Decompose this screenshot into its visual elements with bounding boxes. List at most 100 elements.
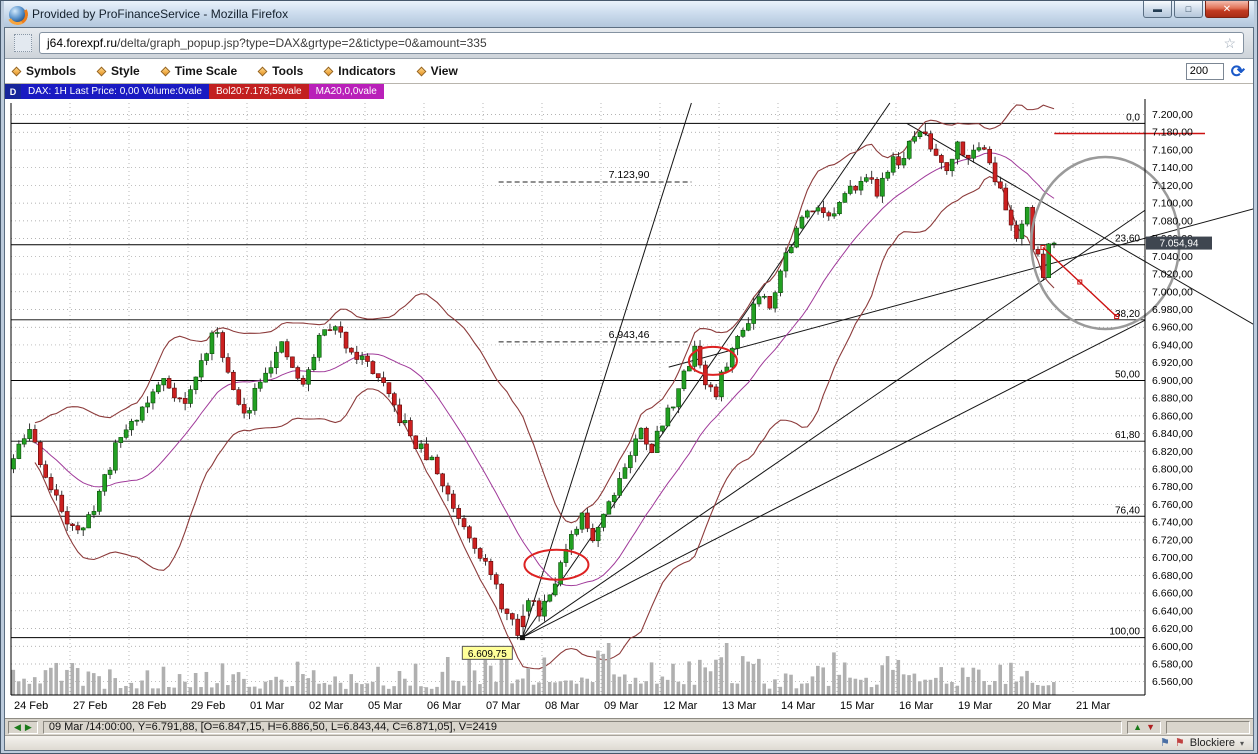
y-axis-label: 6.660,00	[1152, 588, 1193, 600]
x-axis-label: 07 Mar	[486, 700, 521, 712]
browser-statusbar: ⚑ ⚑ Blockiere ▾	[5, 735, 1253, 750]
fib-label: 61,80	[1115, 430, 1140, 441]
tick-up-icon: ▲	[1133, 721, 1143, 732]
menu-item-label: Style	[111, 64, 140, 78]
bookmark-star-icon[interactable]: ☆	[1223, 35, 1236, 51]
cursor-info: 09 Mar /14:00:00, Y=6.791,88, [O=6.847,1…	[42, 720, 1123, 734]
cursor-info-text: 09 Mar /14:00:00, Y=6.791,88, [O=6.847,1…	[48, 721, 497, 733]
menu-item-style[interactable]: Style	[96, 64, 140, 78]
legend-instrument: DAX: 1H Last Price: 0,00 Volume:0vale	[21, 84, 209, 99]
chart-area: 0,0 23,60 38,20 50,00 61,80 76,40 100,00 7.123,…	[5, 99, 1253, 718]
menu-item-label: Time Scale	[174, 64, 238, 78]
menu-item-label: Indicators	[338, 64, 396, 78]
y-axis-label: 7.200,00	[1152, 109, 1193, 121]
fibonacci-layer: 0,0 23,60 38,20 50,00 61,80 76,40 100,00	[11, 112, 1145, 639]
y-axis-label: 6.580,00	[1152, 658, 1193, 670]
axes-layer	[10, 99, 1146, 696]
x-axis-label: 06 Mar	[427, 700, 462, 712]
block-flag-icon[interactable]: ⚑	[1174, 736, 1185, 749]
chart-nav-buttons[interactable]: ◀ ▶	[8, 720, 38, 734]
y-axis-label: 6.680,00	[1152, 570, 1193, 582]
x-axis-label: 21 Mar	[1076, 700, 1111, 712]
scroll-left-icon[interactable]: ◀	[14, 721, 21, 732]
menu-item-label: View	[430, 64, 458, 78]
fib-label: 0,0	[1126, 112, 1140, 123]
menu-item-tools[interactable]: Tools	[257, 64, 303, 78]
y-axis-label: 6.920,00	[1152, 357, 1193, 369]
menu-bullet-icon	[416, 66, 427, 76]
url-bar[interactable]: j64.forexpf.ru/delta/graph_popup.jsp?typ…	[39, 32, 1244, 54]
trendlines-layer	[521, 102, 1253, 638]
maximize-button[interactable]: □	[1174, 1, 1203, 18]
y-axis-label: 6.940,00	[1152, 339, 1193, 351]
bollinger-layer	[34, 104, 1055, 670]
y-axis-label: 7.160,00	[1152, 144, 1193, 156]
close-button[interactable]: ✕	[1205, 1, 1249, 18]
y-axis-label: 6.960,00	[1152, 322, 1193, 334]
x-axis-label: 02 Mar	[309, 700, 344, 712]
x-axis-label: 28 Feb	[132, 700, 166, 712]
site-identity-icon[interactable]	[14, 34, 32, 52]
y-axis-label: 6.600,00	[1152, 641, 1193, 653]
addon-flag-icon[interactable]: ⚑	[1159, 736, 1170, 749]
y-axis-label: 6.900,00	[1152, 375, 1193, 387]
svg-text:6.609,75: 6.609,75	[468, 649, 507, 660]
x-axis-label: 08 Mar	[545, 700, 580, 712]
y-axis-label: 6.820,00	[1152, 446, 1193, 458]
x-axis-label: 16 Mar	[899, 700, 934, 712]
chart-canvas[interactable]: 0,023,6038,2050,0061,8076,40100,007.123,…	[5, 99, 1254, 717]
menu-bullet-icon	[96, 66, 107, 76]
amount-input[interactable]	[1185, 62, 1224, 80]
menu-item-time-scale[interactable]: Time Scale	[160, 64, 238, 78]
legend-corner-button[interactable]: D	[5, 84, 21, 99]
menu-item-label: Symbols	[26, 64, 77, 78]
legend-bollinger: Bol20:7.178,59vale	[208, 84, 309, 99]
x-axis-label: 20 Mar	[1017, 700, 1052, 712]
svg-text:7.054,94: 7.054,94	[1160, 239, 1199, 250]
tick-down-icon: ▼	[1146, 721, 1155, 732]
y-axis-label: 6.800,00	[1152, 464, 1193, 476]
fib-label: 100,00	[1109, 627, 1140, 638]
x-axis-label: 01 Mar	[250, 700, 285, 712]
refresh-icon[interactable]: ⟳	[1230, 61, 1245, 81]
firefox-icon	[9, 5, 26, 23]
highlight-ellipse	[687, 345, 738, 376]
y-axis-label: 7.180,00	[1152, 127, 1193, 139]
y-axis-label: 6.700,00	[1152, 552, 1193, 564]
chart-menubar: Symbols Style Time Scale Tools Indicators Vie…	[5, 59, 1253, 84]
x-axis-label: 29 Feb	[191, 700, 225, 712]
menu-item-symbols[interactable]: Symbols	[11, 64, 77, 78]
x-axis-label: 15 Mar	[840, 700, 875, 712]
low-price-tag	[461, 645, 513, 660]
x-axis-label: 13 Mar	[722, 700, 757, 712]
menu-item-view[interactable]: View	[416, 64, 458, 78]
y-axis-label: 7.140,00	[1152, 162, 1193, 174]
chart-menu-items: Symbols Style Time Scale Tools Indicators Vie…	[11, 64, 458, 78]
x-axis-label: 27 Feb	[73, 700, 107, 712]
last-price-tag	[1146, 236, 1212, 250]
titlebar[interactable]: Provided by ProFinanceService - Mozilla …	[4, 1, 1254, 27]
status-chevron-icon[interactable]: ▾	[1239, 738, 1244, 748]
y-axis-label: 7.020,00	[1152, 269, 1193, 281]
scroll-right-icon[interactable]: ▶	[24, 721, 32, 732]
highlight-ellipse	[523, 548, 590, 581]
chart-statusbar: ◀ ▶ 09 Mar /14:00:00, Y=6.791,88, [O=6.8…	[5, 718, 1253, 735]
chart-mode-buttons[interactable]: ▲ ▼	[1127, 720, 1161, 734]
y-axis-label: 6.760,00	[1152, 499, 1193, 511]
annotations-layer: 7.123,90 6.943,46 6.609,75	[461, 169, 1120, 660]
fib-label: 76,40	[1115, 505, 1140, 516]
price-annotation: 7.123,90	[609, 169, 650, 181]
blocking-status-text: Blockiere	[1189, 737, 1235, 749]
menu-item-indicators[interactable]: Indicators	[323, 64, 396, 78]
legend-ma: MA20,0,0vale	[308, 84, 384, 99]
menu-bullet-icon	[257, 66, 268, 76]
y-axis-label: 7.080,00	[1152, 215, 1193, 227]
price-annotation: 6.943,46	[609, 329, 650, 341]
window-title: Provided by ProFinanceService - Mozilla …	[32, 7, 289, 21]
y-axis-label: 6.740,00	[1152, 517, 1193, 529]
grid-layer	[10, 103, 1145, 695]
minimize-button[interactable]: ▬	[1143, 1, 1172, 18]
y-axis-label: 7.040,00	[1152, 251, 1193, 263]
low-marker	[519, 635, 525, 641]
x-axis-label: 19 Mar	[958, 700, 993, 712]
